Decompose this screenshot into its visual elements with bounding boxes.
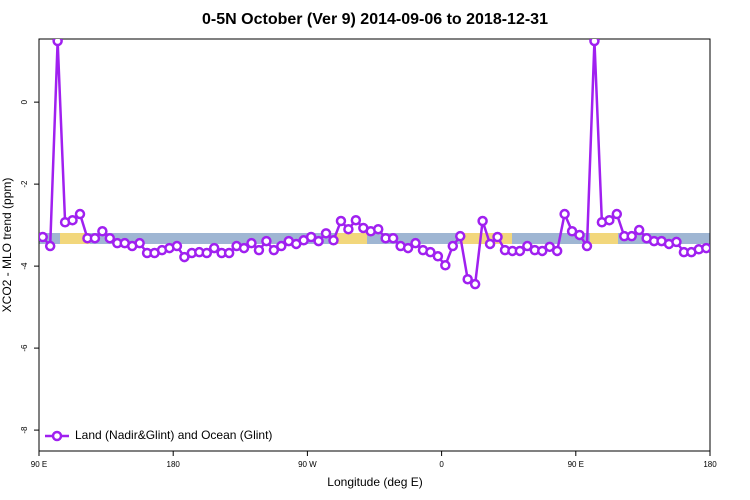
data-point	[410, 237, 421, 249]
data-point	[454, 230, 466, 242]
data-point	[335, 215, 347, 227]
data-point	[320, 228, 332, 239]
data-point	[671, 236, 682, 248]
land-band	[460, 233, 512, 244]
x-tick-label: 90 W	[298, 460, 317, 469]
y-tick-label: -6	[20, 344, 29, 352]
data-point	[238, 242, 250, 254]
x-tick-label: 90 E	[31, 460, 47, 469]
x-tick-label: 0	[439, 460, 444, 469]
land-band	[590, 233, 618, 244]
data-point	[402, 242, 414, 254]
data-point	[253, 244, 265, 256]
data-point	[52, 39, 63, 47]
data-point	[328, 235, 339, 246]
data-point	[477, 215, 488, 227]
data-point	[447, 240, 459, 252]
x-tick-label: 180	[167, 460, 181, 469]
data-point	[633, 224, 645, 236]
data-point	[67, 214, 78, 226]
ocean-band	[39, 233, 710, 244]
data-point	[701, 242, 710, 254]
data-point	[350, 214, 362, 226]
data-point	[559, 208, 570, 220]
legend-marker	[51, 430, 63, 442]
data-point	[44, 240, 56, 252]
data-point	[544, 241, 555, 253]
data-point	[268, 244, 280, 256]
land-band	[335, 233, 367, 244]
data-point	[89, 232, 101, 244]
surface-band	[39, 233, 710, 244]
data-point	[462, 273, 473, 285]
data-point	[589, 39, 600, 47]
data-point	[276, 240, 287, 252]
y-axis-label: XCO2 - MLO trend (ppm)	[0, 178, 14, 313]
data-point	[387, 232, 399, 244]
data-point	[522, 240, 533, 252]
data-point	[343, 223, 354, 235]
data-point	[604, 214, 615, 226]
data-point	[104, 232, 116, 244]
data-point	[201, 247, 212, 259]
plot-area	[39, 39, 710, 290]
data-point	[514, 245, 526, 257]
x-axis-label: Longitude (deg E)	[327, 475, 422, 489]
y-tick-label: -4	[20, 262, 29, 270]
data-point	[171, 240, 183, 252]
data-point	[469, 278, 481, 290]
data-point	[551, 245, 563, 257]
data-point	[537, 245, 548, 257]
data-point	[261, 235, 272, 247]
data-point	[246, 237, 257, 249]
land-band	[60, 233, 90, 244]
data-point	[39, 231, 48, 243]
data-point	[372, 223, 384, 235]
y-tick-label: 0	[20, 99, 29, 104]
data-point	[97, 226, 108, 237]
x-tick-label: 90 E	[568, 460, 584, 469]
data-point	[492, 231, 503, 243]
data-point	[581, 240, 593, 252]
data-point	[223, 247, 235, 259]
data-point	[484, 238, 496, 250]
chart-title: 0-5N October (Ver 9) 2014-09-06 to 2018-…	[202, 11, 548, 28]
data-point	[134, 237, 145, 249]
data-point	[425, 246, 436, 258]
y-tick-label: -2	[20, 180, 29, 188]
data-point	[574, 229, 585, 241]
data-point	[74, 208, 86, 220]
legend-label: Land (Nadir&Glint) and Ocean (Glint)	[75, 428, 272, 442]
data-point	[432, 251, 444, 262]
data-point	[208, 242, 220, 254]
x-tick-label: 180	[703, 460, 717, 469]
data-point	[305, 231, 317, 243]
data-point	[626, 230, 637, 242]
data-point	[313, 235, 324, 247]
data-point	[611, 208, 623, 220]
data-point	[440, 260, 451, 271]
y-tick-label: -8	[20, 426, 29, 434]
data-point	[179, 251, 190, 263]
